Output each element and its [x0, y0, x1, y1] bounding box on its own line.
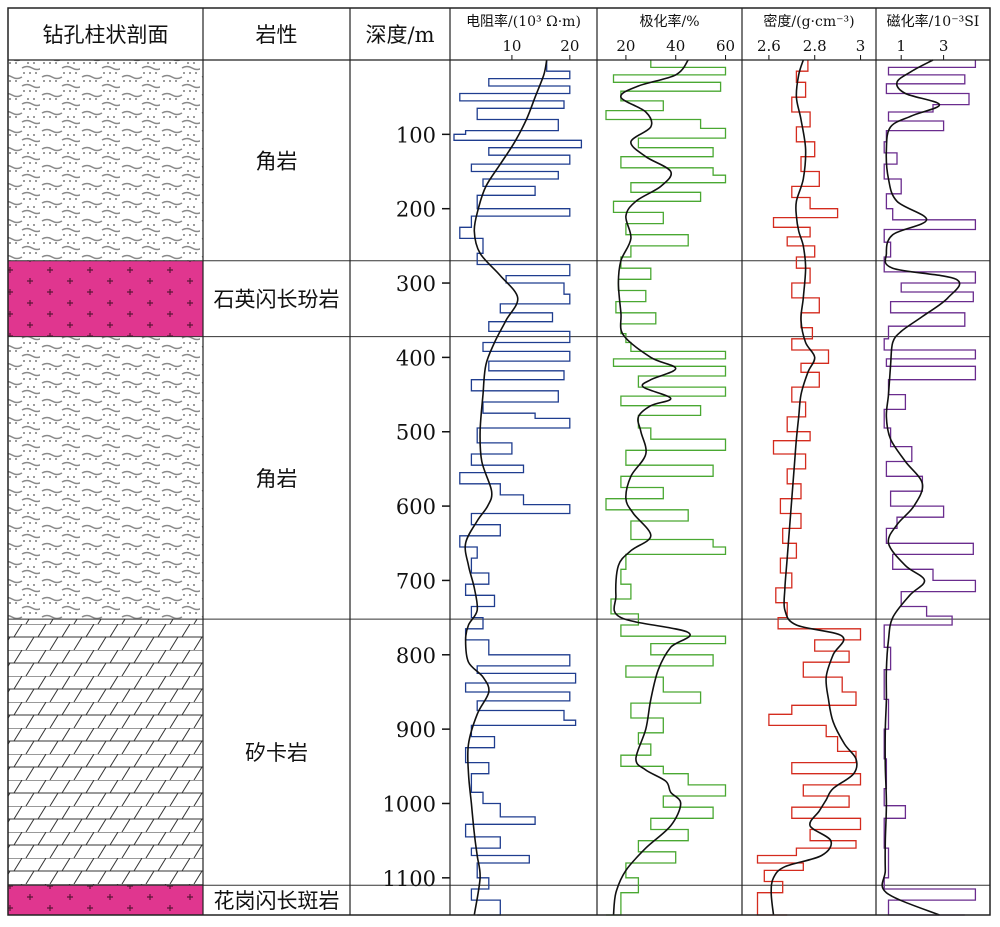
curve-title-3: 磁化率/10⁻³SI	[887, 13, 980, 30]
lithology-fill-4	[8, 885, 203, 915]
curve-1-tick-label-1: 40	[666, 37, 685, 55]
depth-tick-label-8: 900	[396, 718, 436, 742]
depth-tick-label-2: 300	[396, 272, 436, 296]
header-column: 钻孔柱状剖面	[43, 23, 169, 47]
depth-tick-label-7: 800	[396, 644, 436, 668]
curve-2-tick-label-1: 2.8	[803, 37, 827, 55]
curve-2-tick-label-0: 2.6	[757, 37, 781, 55]
depth-tick-label-1: 200	[396, 198, 436, 222]
curve-3-tick-label-0: 1	[896, 37, 906, 55]
curve-raw-0	[453, 60, 583, 916]
lithology-label-2: 角岩	[256, 467, 298, 491]
curve-1-tick-label-0: 20	[616, 37, 635, 55]
depth-tick-label-5: 600	[396, 495, 436, 519]
curve-smooth-1	[612, 59, 691, 916]
lithology-fill-2	[8, 336, 203, 620]
header-depth: 深度/m	[366, 23, 435, 47]
curve-smooth-3	[881, 59, 961, 916]
curve-smooth-2	[770, 59, 858, 916]
curve-raw-1	[605, 60, 727, 916]
curve-1-tick-label-2: 60	[716, 37, 735, 55]
depth-tick-label-10: 1100	[383, 867, 436, 891]
lithology-fill-1	[8, 260, 203, 337]
lithology-label-0: 角岩	[256, 149, 298, 173]
curve-title-1: 极化率/%	[639, 13, 699, 30]
header-lithology: 岩性	[256, 23, 298, 47]
curve-title-0: 电阻率/(10³ Ω·m)	[466, 13, 581, 30]
lithology-label-3: 矽卡岩	[245, 741, 308, 765]
lithology-fill-3	[8, 619, 203, 886]
depth-tick-label-9: 1000	[383, 792, 436, 816]
lithology-label-4: 花岗闪长斑岩	[214, 889, 340, 913]
depth-tick-label-4: 500	[396, 421, 436, 445]
curve-0-tick-label-0: 10	[502, 37, 521, 55]
curve-title-2: 密度/(g·cm⁻³)	[763, 13, 854, 30]
depth-tick-label-6: 700	[396, 569, 436, 593]
curve-smooth-0	[464, 59, 548, 916]
depth-tick-label-3: 400	[396, 346, 436, 370]
curve-3-tick-label-1: 3	[939, 37, 949, 55]
curve-0-tick-label-1: 20	[560, 37, 579, 55]
curve-raw-2	[756, 60, 862, 916]
lithology-fill-0	[8, 60, 203, 261]
curve-2-tick-label-2: 3	[856, 37, 866, 55]
depth-tick-label-0: 100	[396, 123, 436, 147]
outer-frame	[7, 7, 991, 916]
curve-raw-3	[883, 60, 977, 916]
lithology-label-1: 石英闪长玢岩	[214, 288, 340, 312]
